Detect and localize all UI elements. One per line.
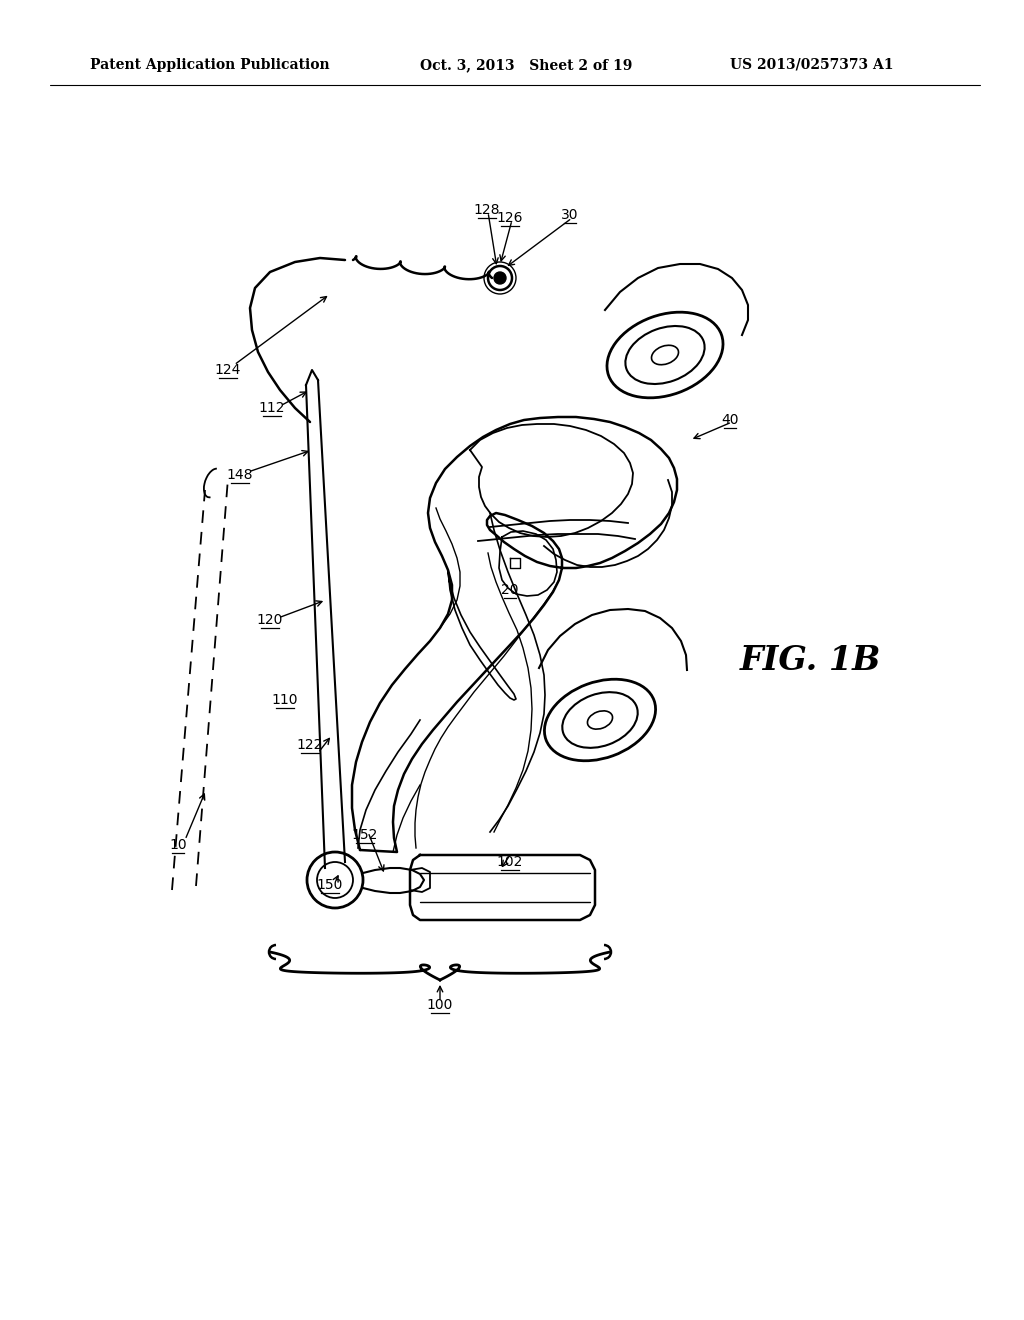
Text: 148: 148: [226, 469, 253, 482]
Text: 30: 30: [561, 209, 579, 222]
Circle shape: [494, 272, 506, 284]
Text: Oct. 3, 2013   Sheet 2 of 19: Oct. 3, 2013 Sheet 2 of 19: [420, 58, 633, 73]
Text: 150: 150: [316, 878, 343, 892]
Text: 120: 120: [257, 612, 284, 627]
Text: 40: 40: [721, 413, 738, 426]
Text: 126: 126: [497, 211, 523, 224]
Text: 100: 100: [427, 998, 454, 1012]
Text: 112: 112: [259, 401, 286, 414]
Text: 102: 102: [497, 855, 523, 869]
Text: 20: 20: [502, 583, 519, 597]
Text: 152: 152: [352, 828, 378, 842]
Text: FIG. 1B: FIG. 1B: [740, 644, 882, 676]
Text: 122: 122: [297, 738, 324, 752]
Text: Patent Application Publication: Patent Application Publication: [90, 58, 330, 73]
Text: 10: 10: [169, 838, 186, 851]
Text: 124: 124: [215, 363, 242, 378]
Text: 110: 110: [271, 693, 298, 708]
Text: US 2013/0257373 A1: US 2013/0257373 A1: [730, 58, 894, 73]
Text: 128: 128: [474, 203, 501, 216]
